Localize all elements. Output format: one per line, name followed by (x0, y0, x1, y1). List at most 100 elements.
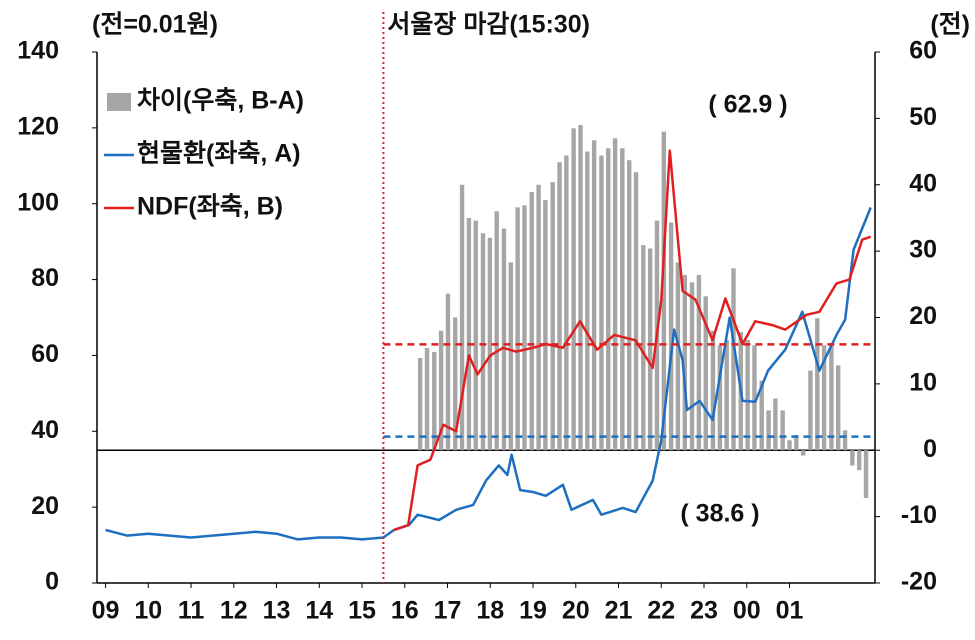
bar (550, 182, 555, 451)
bar (696, 275, 702, 451)
y2-tick-label: 20 (909, 302, 937, 330)
bar (773, 398, 778, 451)
bar (780, 410, 785, 451)
bar (633, 172, 639, 451)
bar (766, 410, 771, 451)
y2-tick-label: -10 (901, 501, 937, 529)
x-tick-label: 16 (391, 597, 419, 625)
y-tick-label: 40 (31, 416, 59, 444)
y-tick-label: 140 (17, 37, 59, 65)
y-tick-label: 100 (17, 188, 59, 216)
x-tick-label: 09 (92, 597, 120, 625)
bar (417, 357, 423, 451)
bar (689, 282, 695, 451)
bar (591, 140, 597, 451)
bar (453, 317, 458, 451)
bar (717, 345, 723, 451)
y2-tick-label: -20 (901, 568, 937, 596)
x-tick-label: 17 (434, 597, 462, 625)
bar (836, 365, 841, 451)
bar (438, 330, 444, 451)
bar (424, 348, 430, 451)
y-tick-label: 60 (31, 340, 59, 368)
y2-tick-label: 10 (909, 368, 937, 396)
bar (661, 131, 667, 451)
y-unit-label: (전=0.01원) (92, 11, 218, 39)
bar (668, 222, 674, 451)
y-tick-label: 0 (45, 568, 59, 596)
bar (829, 345, 834, 451)
bar (752, 345, 757, 451)
bar (808, 370, 813, 451)
bar (445, 293, 451, 451)
bar (501, 228, 507, 451)
bar (815, 318, 820, 451)
y2-tick-label: 60 (909, 37, 937, 65)
x-tick-label: 18 (476, 597, 504, 625)
bar (627, 160, 632, 451)
bar (578, 125, 583, 451)
line (105, 207, 872, 541)
bar (800, 450, 806, 456)
bar (522, 205, 527, 451)
legend-label: 현물환(좌축, A) (137, 140, 301, 168)
bar (794, 434, 799, 451)
y-tick-label: 120 (17, 112, 59, 140)
bar (675, 262, 681, 451)
bar (606, 148, 611, 451)
bar (473, 220, 478, 451)
y2-tick-label: 30 (909, 236, 937, 264)
bar (856, 450, 862, 471)
bar (682, 275, 687, 451)
bar (543, 200, 548, 451)
bar (842, 430, 848, 451)
bar (745, 340, 750, 451)
y2-unit-label: (전) (930, 11, 970, 39)
bar (536, 184, 541, 451)
close-label: 서울장 마감(15:30) (387, 11, 590, 39)
legend-label: NDF(좌축, B) (137, 193, 283, 221)
bar (787, 440, 792, 451)
bar (459, 184, 465, 451)
bar (641, 245, 646, 451)
bar (487, 237, 493, 451)
bar (585, 151, 590, 451)
x-tick-label: 12 (220, 597, 248, 625)
x-tick-label: 23 (690, 597, 718, 625)
x-tick-label: 21 (605, 597, 633, 625)
x-tick-label: 10 (134, 597, 162, 625)
y2-tick-label: 50 (909, 103, 937, 131)
bar (432, 352, 437, 451)
x-tick-label: 20 (562, 597, 590, 625)
y-tick-label: 20 (31, 492, 59, 520)
legend-label: 차이(우축, B-A) (137, 87, 304, 115)
x-tick-label: 15 (348, 597, 376, 625)
x-tick-label: 19 (519, 597, 547, 625)
y-tick-label: 80 (31, 264, 59, 292)
legend-swatch (107, 93, 131, 111)
bar (508, 262, 513, 451)
bar (599, 155, 604, 451)
bar (821, 345, 827, 451)
y2-tick-label: 0 (923, 435, 937, 463)
reference-label: ( 62.9 ) (708, 91, 787, 119)
bar (724, 340, 729, 451)
bar (620, 148, 625, 451)
x-tick-label: 13 (263, 597, 291, 625)
bar (703, 296, 708, 451)
x-tick-label: 01 (776, 597, 804, 625)
bar (647, 248, 653, 451)
bar (466, 217, 472, 451)
bar (731, 268, 736, 451)
bar (759, 380, 764, 451)
x-tick-label: 00 (733, 597, 761, 625)
bar (863, 450, 869, 499)
bar (612, 138, 618, 451)
reference-label: ( 38.6 ) (680, 500, 759, 528)
bar (557, 162, 562, 451)
line (393, 149, 872, 532)
x-tick-label: 22 (647, 597, 675, 625)
bar (515, 207, 520, 451)
